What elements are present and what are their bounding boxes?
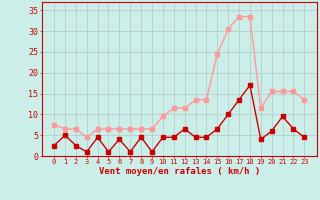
X-axis label: Vent moyen/en rafales ( km/h ): Vent moyen/en rafales ( km/h ): [99, 167, 260, 176]
